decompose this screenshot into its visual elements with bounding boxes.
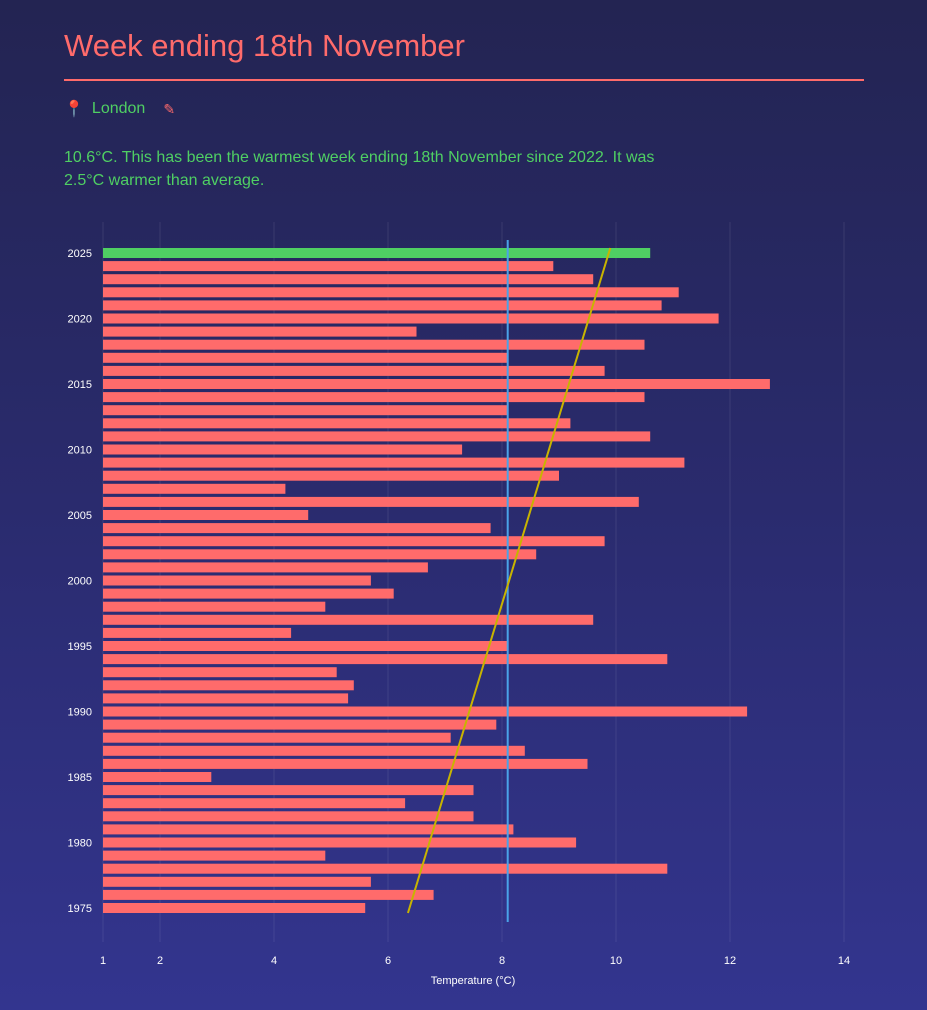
bar [103, 641, 508, 651]
y-tick-label: 2000 [68, 576, 92, 588]
y-tick-label: 1980 [68, 838, 92, 850]
bar [103, 549, 537, 560]
bar [103, 745, 525, 756]
bar [103, 431, 651, 442]
bar [103, 444, 463, 455]
x-tick-label: 1 [100, 955, 106, 967]
bar [103, 313, 719, 324]
bar [103, 627, 292, 638]
bar [103, 601, 326, 612]
bar [103, 706, 748, 717]
bar [103, 719, 497, 730]
bar [103, 562, 428, 573]
bar [103, 274, 594, 285]
bar [103, 470, 559, 481]
title-divider [64, 79, 864, 81]
bar [103, 483, 286, 494]
x-tick-label: 10 [610, 955, 622, 967]
bar [103, 758, 588, 769]
bar [103, 850, 326, 861]
y-tick-label: 1985 [68, 772, 92, 784]
bar [103, 496, 639, 507]
pin-icon: 📍 [64, 101, 84, 118]
bar [103, 614, 594, 625]
x-tick-label: 12 [724, 955, 736, 967]
bar [103, 300, 662, 311]
bar-current-year [103, 248, 651, 258]
bar [103, 693, 349, 704]
x-tick-label: 2 [157, 955, 163, 967]
bar [103, 326, 417, 337]
bar [103, 510, 309, 520]
y-tick-label: 1975 [68, 903, 92, 915]
bar [103, 392, 645, 403]
y-tick-label: 1995 [68, 641, 92, 653]
bar [103, 811, 474, 822]
bar [103, 667, 337, 678]
bar [103, 798, 406, 809]
page-title: Week ending 18th November [64, 28, 465, 63]
bar [103, 405, 508, 416]
y-tick-label: 2015 [68, 379, 92, 391]
pencil-icon[interactable]: ✎ [163, 100, 176, 117]
y-tick-label: 2010 [68, 445, 92, 457]
bar [103, 523, 491, 534]
bar [103, 772, 212, 782]
y-tick-label: 2025 [68, 248, 92, 260]
bar [103, 732, 451, 743]
bar [103, 785, 474, 796]
x-axis-title: Temperature (°C) [431, 975, 515, 987]
bar [103, 457, 685, 468]
y-tick-label: 2005 [68, 510, 92, 522]
summary-text: 10.6°C. This has been the warmest week e… [64, 149, 655, 189]
y-tick-label: 2020 [68, 314, 92, 326]
bar [103, 575, 371, 586]
x-tick-label: 8 [499, 955, 505, 967]
x-tick-label: 4 [271, 955, 277, 967]
bar [103, 654, 668, 665]
bar [103, 418, 571, 429]
bar [103, 352, 508, 363]
y-tick-label: 1990 [68, 707, 92, 719]
bar [103, 903, 366, 913]
bar [103, 588, 394, 599]
bar [103, 339, 645, 350]
x-tick-label: 6 [385, 955, 391, 967]
bar [103, 379, 770, 389]
bar [103, 536, 605, 547]
bar [103, 837, 577, 848]
bar [103, 287, 679, 298]
location-label[interactable]: London [91, 100, 146, 117]
x-tick-label: 14 [838, 955, 850, 967]
bar [103, 889, 434, 900]
bar [103, 680, 354, 691]
bar [103, 261, 554, 272]
trend-line [406, 247, 612, 914]
bar [103, 824, 514, 835]
bar [103, 365, 605, 376]
location-row: 📍 London ✎ [64, 99, 175, 119]
bar [103, 876, 371, 887]
bar [103, 863, 668, 874]
